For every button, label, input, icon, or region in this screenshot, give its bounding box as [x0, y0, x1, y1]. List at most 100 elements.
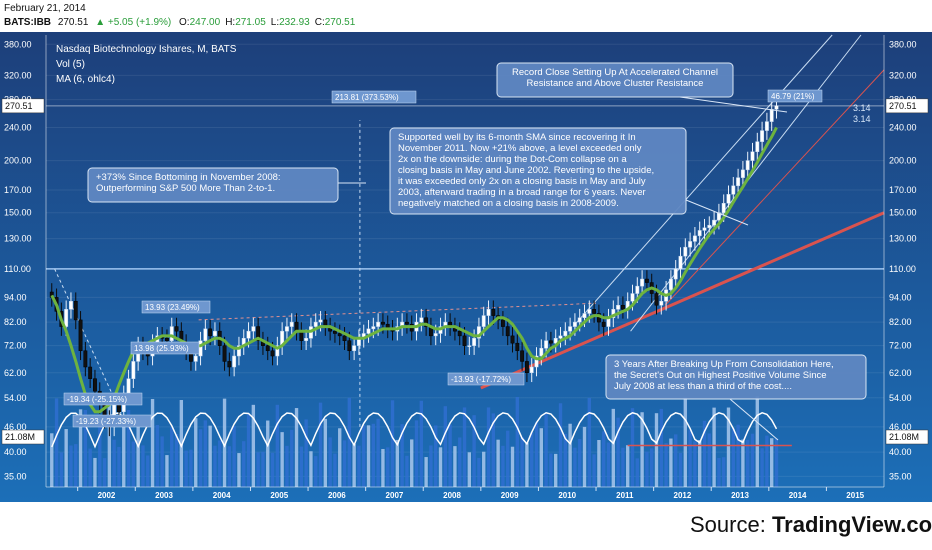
volume-bar: [602, 431, 606, 487]
volume-bar: [726, 407, 731, 487]
volume-bar: [251, 404, 256, 487]
candle-body: [769, 109, 774, 122]
range-top-line: [198, 302, 597, 321]
volume-bar: [405, 455, 409, 487]
candle-body: [520, 350, 525, 362]
candle-body: [193, 355, 198, 362]
candle-body: [117, 404, 121, 412]
candle-body: [69, 301, 73, 310]
x-tick-label: 2010: [558, 491, 576, 500]
volume-bar: [323, 418, 328, 487]
candle-body: [419, 317, 424, 323]
callout-text: the Secret's Out on Highest Positive Vol…: [614, 370, 827, 381]
y-tick-label-right: 82.00: [889, 317, 912, 327]
axis-layer: 35.00 35.00 40.00 40.00 46.00 46.00 54.00 54.00…: [4, 35, 917, 500]
callout-text: closing basis in May and June 2002. Reve…: [398, 165, 654, 176]
volume-bar: [170, 427, 174, 487]
up-arrow-icon: ▲: [95, 17, 106, 28]
candle-body: [347, 340, 352, 352]
volume-bar: [453, 446, 457, 487]
volume-bar: [203, 420, 208, 487]
callout-text: Record Close Setting Up At Accelerated C…: [512, 67, 718, 78]
candle-body: [313, 321, 318, 327]
candle-body: [505, 326, 510, 337]
volume-bar: [482, 451, 486, 487]
volume-bar: [246, 414, 251, 487]
candle-body: [587, 309, 592, 314]
volume-bar: [707, 433, 711, 487]
candle-body: [635, 285, 640, 294]
candle-body: [539, 347, 544, 357]
last-price-tag-left: 270.51: [5, 101, 33, 111]
candle-body: [270, 350, 275, 357]
source-credit: Source: TradingView.com: [690, 512, 932, 538]
candle-body: [644, 278, 649, 283]
volume-bar: [400, 424, 404, 487]
x-tick-label: 2005: [270, 491, 288, 500]
candle-body: [697, 230, 702, 237]
last-price-tag-right-box: [885, 98, 929, 114]
volume-bar: [227, 446, 232, 487]
annotation-label: 13.98 (25.93%): [134, 344, 189, 353]
volume-bar: [366, 425, 371, 487]
volume-bar: [558, 403, 563, 487]
volume-bar: [688, 430, 692, 487]
candle-body: [515, 342, 520, 352]
y-tick-label-left: 35.00: [4, 471, 27, 481]
volume-bar: [155, 424, 160, 487]
volume-bar: [746, 439, 750, 487]
annotation-layer: 213.81 (373.53%) 13.93 (23.49%) 13.98 (25.…: [1, 62, 929, 445]
volume-bar: [218, 440, 222, 487]
volume-bar: [285, 445, 289, 487]
volume-bar: [635, 458, 639, 487]
volume-bar: [429, 445, 433, 487]
y-tick-label-right: 72.00: [889, 341, 912, 351]
volume-tag-left-box: [1, 429, 45, 445]
volume-bar: [242, 441, 246, 487]
candle-body: [126, 378, 131, 395]
volume-bar: [424, 457, 428, 487]
candle-body: [731, 185, 736, 195]
volume-bar: [131, 441, 136, 487]
candle-body: [424, 317, 429, 327]
volume-bar: [582, 426, 587, 487]
volume-bar: [678, 452, 683, 487]
volume-bar: [443, 406, 448, 487]
y-tick-label-right: 320.00: [889, 70, 917, 80]
volume-bar: [611, 408, 615, 487]
ohlc-value: 247.00: [189, 17, 221, 28]
candle-body: [692, 235, 697, 242]
candle-body: [404, 321, 409, 325]
volume-bar: [390, 400, 395, 487]
volume-bar: [314, 456, 318, 487]
ohlc-key: C:: [314, 17, 325, 28]
volume-bar: [371, 423, 376, 487]
ohlc-key: L:: [270, 17, 280, 28]
volume-bar: [189, 449, 193, 487]
y-tick-label-right: 280.00: [889, 95, 917, 105]
candle-body: [208, 328, 213, 337]
price-label: 270.51: [57, 17, 89, 28]
ma-line: [50, 126, 778, 414]
volume-tag-right-box: [885, 429, 929, 445]
volume-bar: [530, 432, 534, 487]
callout-text: it was exceeded only 2x on a closing bas…: [398, 176, 646, 187]
candle-body: [366, 328, 371, 334]
candle-body: [553, 338, 558, 344]
y-tick-label-right: 40.00: [889, 447, 912, 457]
volume-bar: [750, 433, 755, 487]
candle-body: [577, 317, 582, 323]
candle-body: [740, 169, 745, 178]
volume-bar: [534, 422, 539, 487]
ohlc-key: H:: [225, 17, 236, 28]
volume-layer: [50, 396, 792, 487]
candle-body: [764, 121, 769, 131]
x-tick-label: 2015: [846, 491, 864, 500]
volume-bar: [376, 418, 380, 487]
candle-body: [702, 227, 707, 231]
volume-bar: [755, 396, 759, 487]
candle-body: [472, 338, 477, 346]
candle-body: [227, 361, 232, 368]
volume-bar: [626, 445, 630, 487]
